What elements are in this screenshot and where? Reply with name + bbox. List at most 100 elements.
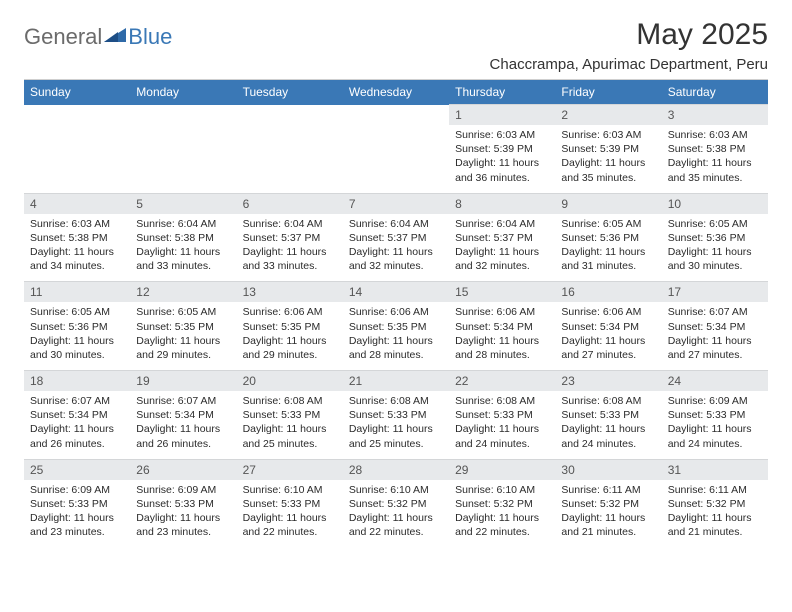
day-detail-cell [343, 125, 449, 193]
sunrise-text: Sunrise: 6:03 AM [30, 217, 124, 231]
day-number-cell: 19 [130, 371, 236, 392]
day-number-cell: 18 [24, 371, 130, 392]
sunset-text: Sunset: 5:39 PM [455, 142, 549, 156]
day-detail-cell [237, 125, 343, 193]
daylight-text: Daylight: 11 hours and 25 minutes. [349, 422, 443, 450]
daylight-text: Daylight: 11 hours and 22 minutes. [349, 511, 443, 539]
sunset-text: Sunset: 5:33 PM [30, 497, 124, 511]
sunset-text: Sunset: 5:37 PM [455, 231, 549, 245]
detail-row: Sunrise: 6:03 AMSunset: 5:39 PMDaylight:… [24, 125, 768, 193]
day-number-cell: 8 [449, 193, 555, 214]
daylight-text: Daylight: 11 hours and 28 minutes. [455, 334, 549, 362]
sunset-text: Sunset: 5:32 PM [455, 497, 549, 511]
sunrise-text: Sunrise: 6:05 AM [668, 217, 762, 231]
day-number-cell: 13 [237, 282, 343, 303]
day-detail-cell: Sunrise: 6:03 AMSunset: 5:39 PMDaylight:… [449, 125, 555, 193]
header: General Blue May 2025 Chaccrampa, Apurim… [24, 18, 768, 73]
daylight-text: Daylight: 11 hours and 30 minutes. [30, 334, 124, 362]
day-detail-cell: Sunrise: 6:07 AMSunset: 5:34 PMDaylight:… [662, 302, 768, 370]
day-number-cell [24, 105, 130, 126]
sunrise-text: Sunrise: 6:07 AM [30, 394, 124, 408]
sunrise-text: Sunrise: 6:09 AM [30, 483, 124, 497]
sunset-text: Sunset: 5:35 PM [243, 320, 337, 334]
day-detail-cell: Sunrise: 6:07 AMSunset: 5:34 PMDaylight:… [24, 391, 130, 459]
sunrise-text: Sunrise: 6:09 AM [136, 483, 230, 497]
daynum-row: 18192021222324 [24, 371, 768, 392]
day-number-cell: 22 [449, 371, 555, 392]
daylight-text: Daylight: 11 hours and 24 minutes. [561, 422, 655, 450]
day-detail-cell: Sunrise: 6:04 AMSunset: 5:37 PMDaylight:… [343, 214, 449, 282]
day-number-cell: 12 [130, 282, 236, 303]
sunrise-text: Sunrise: 6:05 AM [561, 217, 655, 231]
day-detail-cell: Sunrise: 6:10 AMSunset: 5:32 PMDaylight:… [343, 480, 449, 548]
daylight-text: Daylight: 11 hours and 32 minutes. [455, 245, 549, 273]
weekday-header: Tuesday [237, 80, 343, 105]
day-detail-cell: Sunrise: 6:04 AMSunset: 5:37 PMDaylight:… [237, 214, 343, 282]
day-detail-cell: Sunrise: 6:03 AMSunset: 5:38 PMDaylight:… [662, 125, 768, 193]
weekday-header-row: Sunday Monday Tuesday Wednesday Thursday… [24, 80, 768, 105]
day-detail-cell: Sunrise: 6:09 AMSunset: 5:33 PMDaylight:… [130, 480, 236, 548]
daylight-text: Daylight: 11 hours and 34 minutes. [30, 245, 124, 273]
sunrise-text: Sunrise: 6:03 AM [668, 128, 762, 142]
sunset-text: Sunset: 5:37 PM [349, 231, 443, 245]
weekday-header: Thursday [449, 80, 555, 105]
sunset-text: Sunset: 5:33 PM [668, 408, 762, 422]
day-number-cell: 28 [343, 459, 449, 480]
sunrise-text: Sunrise: 6:03 AM [455, 128, 549, 142]
day-number-cell: 20 [237, 371, 343, 392]
detail-row: Sunrise: 6:09 AMSunset: 5:33 PMDaylight:… [24, 480, 768, 548]
day-detail-cell: Sunrise: 6:11 AMSunset: 5:32 PMDaylight:… [662, 480, 768, 548]
day-number-cell: 6 [237, 193, 343, 214]
sunrise-text: Sunrise: 6:06 AM [455, 305, 549, 319]
daylight-text: Daylight: 11 hours and 27 minutes. [668, 334, 762, 362]
day-number-cell: 26 [130, 459, 236, 480]
weekday-header: Monday [130, 80, 236, 105]
sunrise-text: Sunrise: 6:08 AM [455, 394, 549, 408]
day-number-cell: 3 [662, 105, 768, 126]
weekday-header: Wednesday [343, 80, 449, 105]
sunrise-text: Sunrise: 6:10 AM [349, 483, 443, 497]
daylight-text: Daylight: 11 hours and 35 minutes. [668, 156, 762, 184]
daylight-text: Daylight: 11 hours and 21 minutes. [668, 511, 762, 539]
day-number-cell: 17 [662, 282, 768, 303]
day-detail-cell: Sunrise: 6:04 AMSunset: 5:38 PMDaylight:… [130, 214, 236, 282]
sunset-text: Sunset: 5:34 PM [668, 320, 762, 334]
sunset-text: Sunset: 5:33 PM [243, 497, 337, 511]
sunset-text: Sunset: 5:34 PM [136, 408, 230, 422]
day-number-cell: 4 [24, 193, 130, 214]
day-number-cell: 21 [343, 371, 449, 392]
day-detail-cell: Sunrise: 6:05 AMSunset: 5:36 PMDaylight:… [662, 214, 768, 282]
day-detail-cell: Sunrise: 6:05 AMSunset: 5:36 PMDaylight:… [24, 302, 130, 370]
day-detail-cell: Sunrise: 6:04 AMSunset: 5:37 PMDaylight:… [449, 214, 555, 282]
sunrise-text: Sunrise: 6:08 AM [243, 394, 337, 408]
daylight-text: Daylight: 11 hours and 21 minutes. [561, 511, 655, 539]
sunrise-text: Sunrise: 6:08 AM [349, 394, 443, 408]
daylight-text: Daylight: 11 hours and 26 minutes. [136, 422, 230, 450]
daylight-text: Daylight: 11 hours and 31 minutes. [561, 245, 655, 273]
sunset-text: Sunset: 5:35 PM [136, 320, 230, 334]
daylight-text: Daylight: 11 hours and 24 minutes. [668, 422, 762, 450]
day-detail-cell: Sunrise: 6:10 AMSunset: 5:33 PMDaylight:… [237, 480, 343, 548]
day-number-cell: 9 [555, 193, 661, 214]
day-number-cell: 15 [449, 282, 555, 303]
sunrise-text: Sunrise: 6:06 AM [349, 305, 443, 319]
day-number-cell: 24 [662, 371, 768, 392]
sunrise-text: Sunrise: 6:10 AM [455, 483, 549, 497]
detail-row: Sunrise: 6:05 AMSunset: 5:36 PMDaylight:… [24, 302, 768, 370]
calendar-table: Sunday Monday Tuesday Wednesday Thursday… [24, 80, 768, 547]
daylight-text: Daylight: 11 hours and 29 minutes. [243, 334, 337, 362]
sunset-text: Sunset: 5:33 PM [349, 408, 443, 422]
sunset-text: Sunset: 5:33 PM [136, 497, 230, 511]
detail-row: Sunrise: 6:03 AMSunset: 5:38 PMDaylight:… [24, 214, 768, 282]
daylight-text: Daylight: 11 hours and 22 minutes. [243, 511, 337, 539]
sunset-text: Sunset: 5:32 PM [668, 497, 762, 511]
day-detail-cell [24, 125, 130, 193]
location-text: Chaccrampa, Apurimac Department, Peru [490, 56, 768, 73]
weekday-header: Friday [555, 80, 661, 105]
sunrise-text: Sunrise: 6:04 AM [243, 217, 337, 231]
daylight-text: Daylight: 11 hours and 33 minutes. [136, 245, 230, 273]
sunset-text: Sunset: 5:33 PM [243, 408, 337, 422]
sunset-text: Sunset: 5:34 PM [455, 320, 549, 334]
day-detail-cell: Sunrise: 6:08 AMSunset: 5:33 PMDaylight:… [237, 391, 343, 459]
sunrise-text: Sunrise: 6:08 AM [561, 394, 655, 408]
